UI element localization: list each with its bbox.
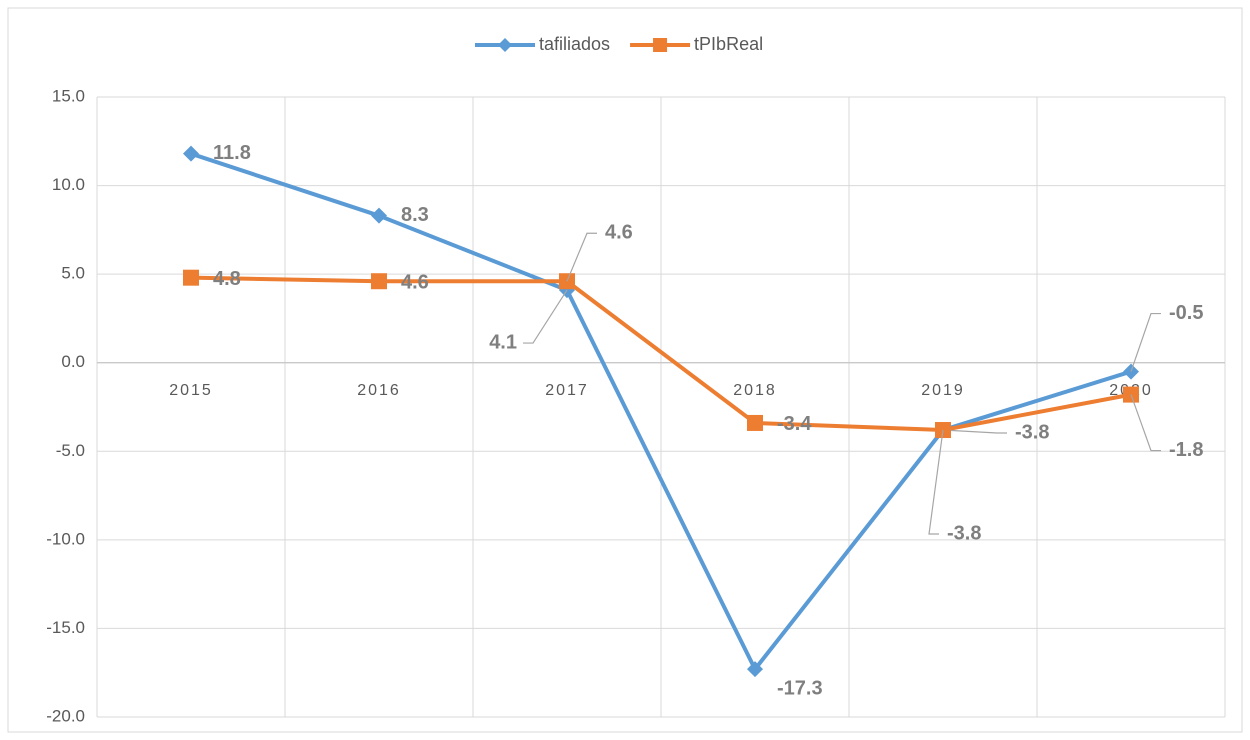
x-tick-label: 2018 bbox=[733, 382, 777, 399]
y-tick-label: -10.0 bbox=[46, 529, 85, 548]
data-label: -3.8 bbox=[947, 522, 981, 544]
data-label: 11.8 bbox=[213, 142, 251, 164]
y-tick-label: 10.0 bbox=[52, 175, 85, 194]
y-tick-label: 5.0 bbox=[61, 264, 85, 283]
data-label: -1.8 bbox=[1169, 439, 1203, 461]
data-label: 4.1 bbox=[489, 331, 517, 353]
leader-line bbox=[928, 429, 944, 535]
marker bbox=[747, 414, 763, 431]
leader-line bbox=[942, 429, 1007, 434]
marker bbox=[183, 145, 199, 162]
series-line bbox=[190, 275, 1132, 433]
marker bbox=[371, 273, 387, 290]
legend-label: tafiliados bbox=[539, 34, 610, 54]
marker bbox=[371, 207, 387, 224]
y-tick-label: 0.0 bbox=[61, 352, 85, 371]
y-tick-label: -20.0 bbox=[46, 706, 85, 725]
y-tick-label: -15.0 bbox=[46, 618, 85, 637]
marker bbox=[183, 269, 199, 286]
data-label: 4.6 bbox=[605, 222, 633, 244]
chart-frame bbox=[7, 7, 1243, 733]
data-label: 4.6 bbox=[401, 272, 429, 294]
x-tick-label: 2019 bbox=[921, 382, 965, 399]
y-tick-label: 15.0 bbox=[52, 86, 85, 105]
x-tick-label: 2015 bbox=[169, 382, 213, 399]
marker bbox=[747, 661, 763, 678]
data-label: 4.8 bbox=[213, 268, 241, 290]
leader-line bbox=[1130, 312, 1161, 372]
legend-marker bbox=[653, 38, 668, 52]
leader-line bbox=[1130, 394, 1161, 452]
data-label: -0.5 bbox=[1169, 302, 1203, 324]
series-line bbox=[190, 151, 1132, 673]
data-label: 8.3 bbox=[401, 204, 429, 226]
data-label: -17.3 bbox=[777, 677, 823, 699]
leader-line bbox=[566, 232, 597, 282]
legend-label: tPIbReal bbox=[694, 34, 763, 54]
data-label: -3.4 bbox=[777, 413, 812, 435]
leader-line bbox=[523, 289, 568, 344]
data-label: -3.8 bbox=[1015, 421, 1049, 443]
x-tick-label: 2017 bbox=[545, 382, 589, 399]
x-tick-label: 2016 bbox=[357, 382, 401, 399]
legend-marker bbox=[498, 38, 512, 52]
y-tick-label: -5.0 bbox=[56, 441, 85, 460]
